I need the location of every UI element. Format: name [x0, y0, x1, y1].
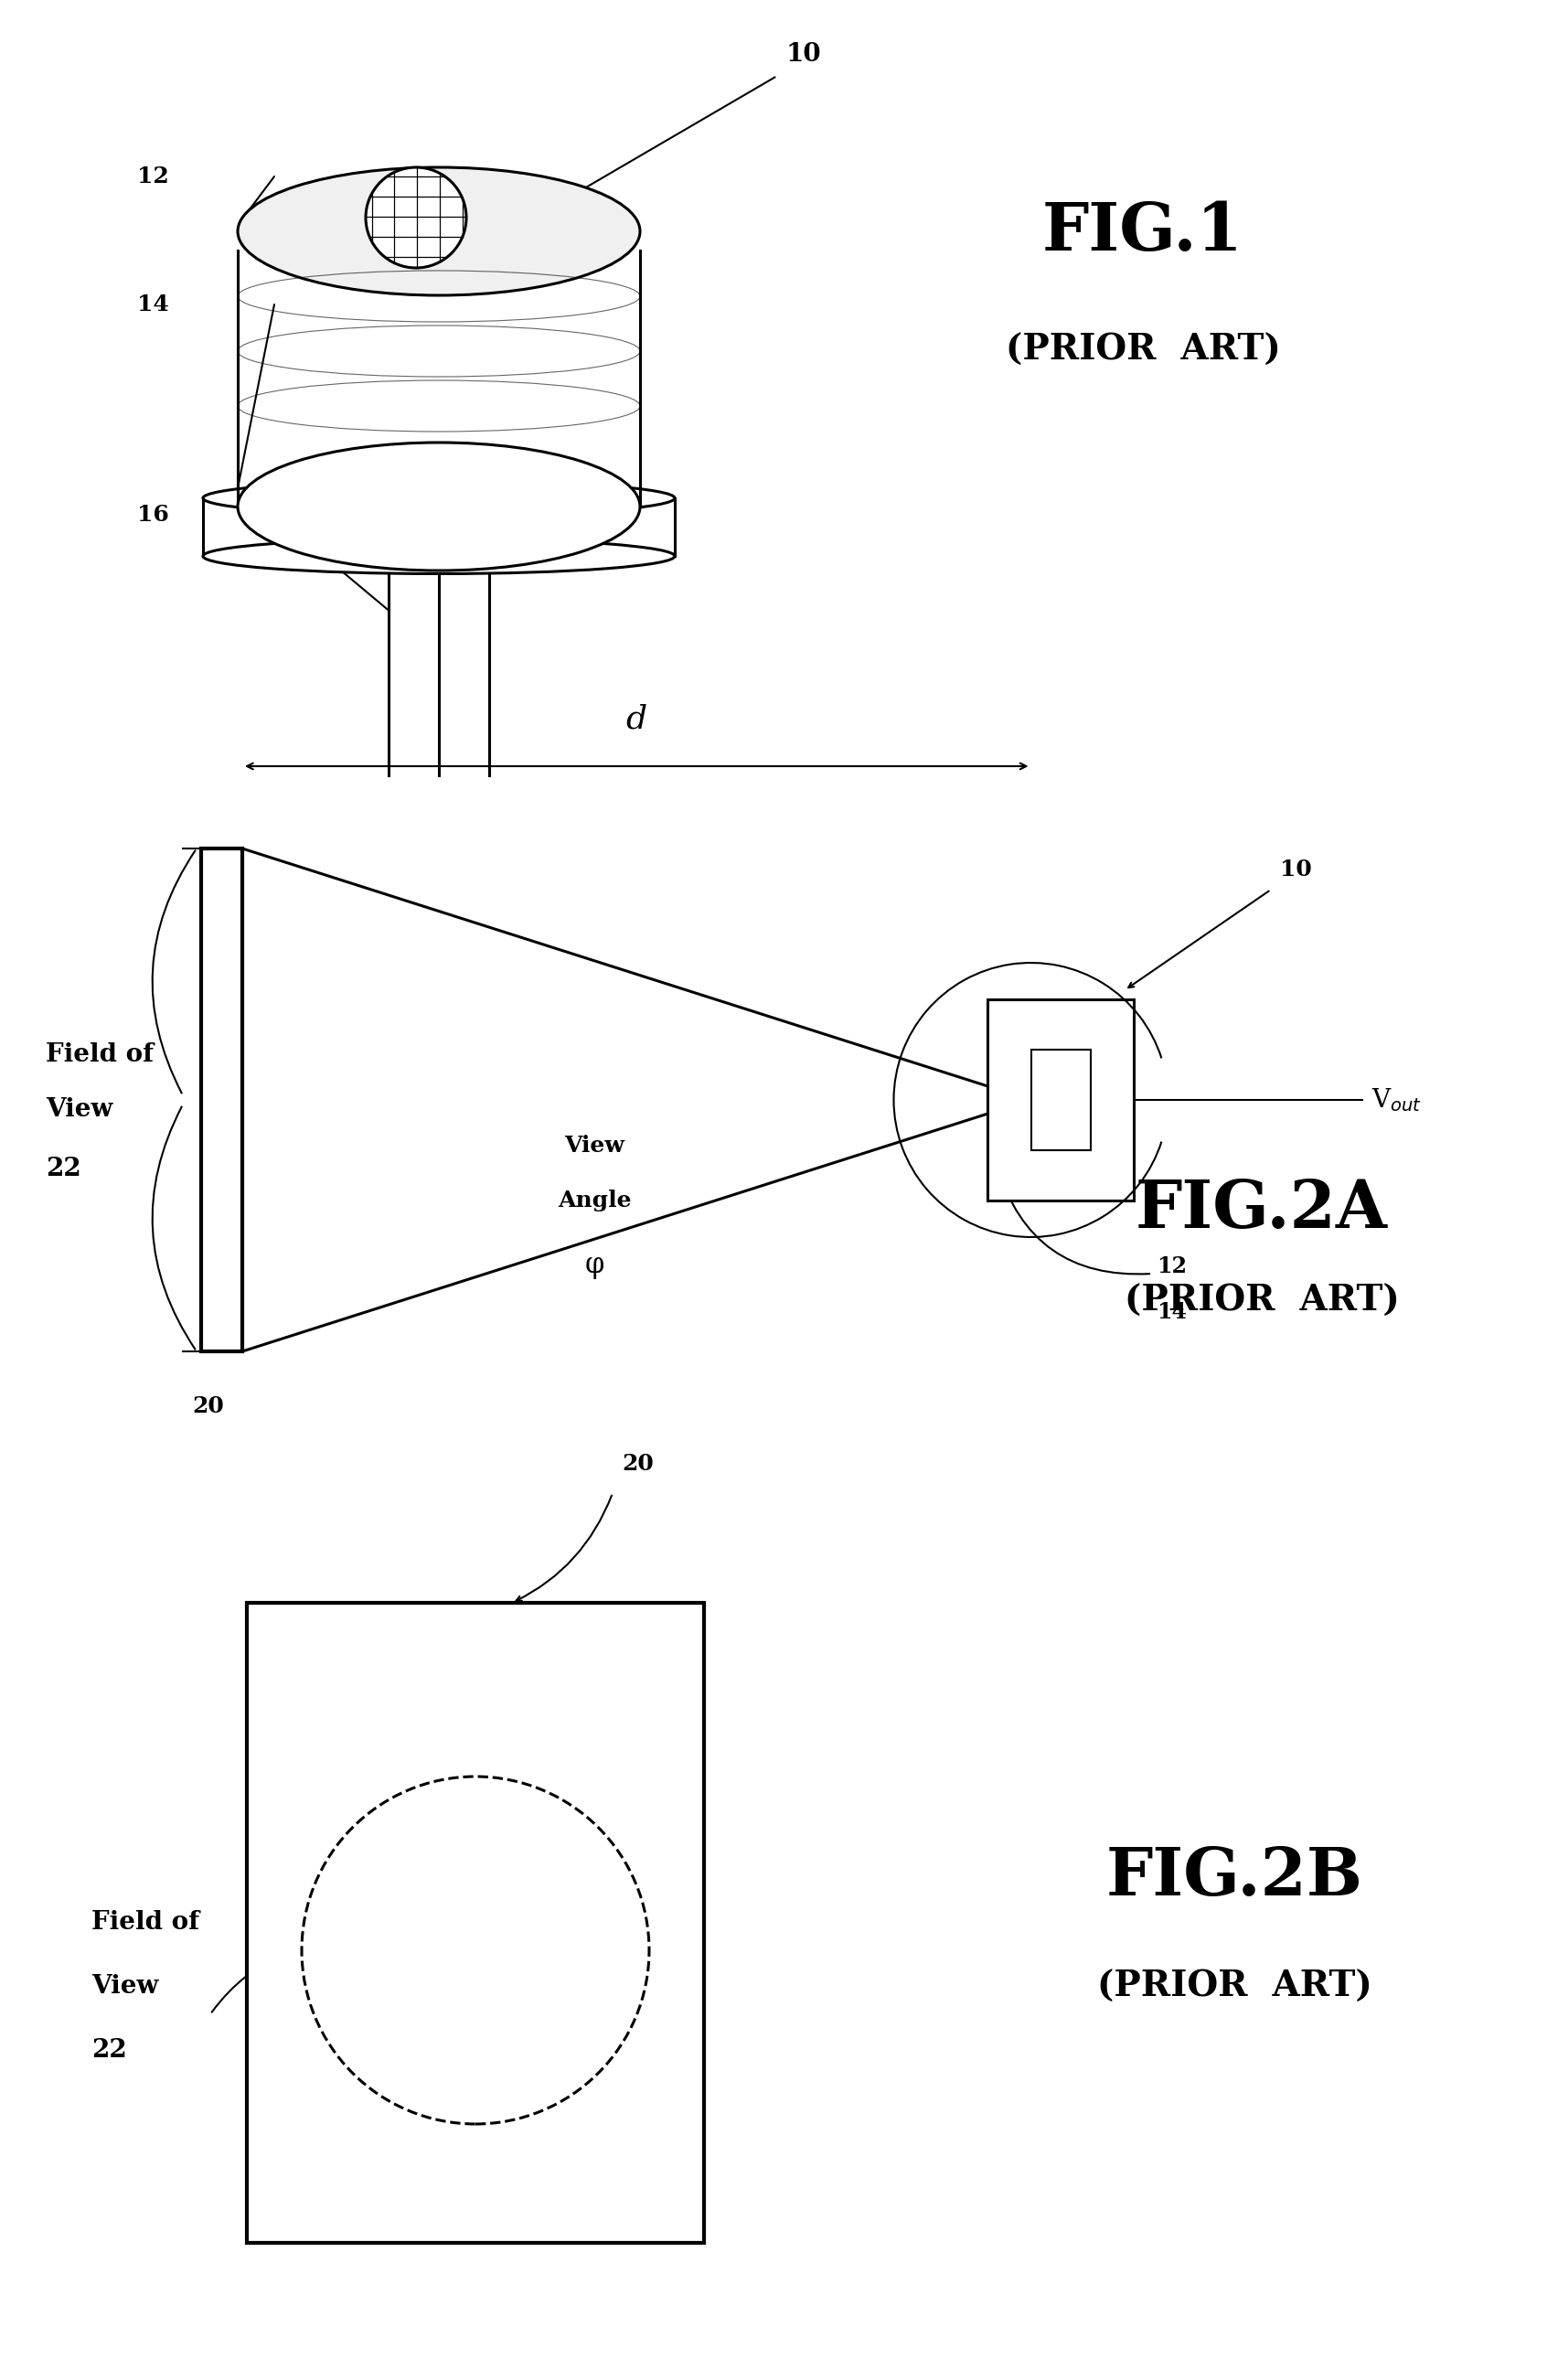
Bar — [987, 1000, 1134, 1200]
Text: d: d — [627, 702, 647, 733]
Text: Field of: Field of — [46, 1042, 153, 1066]
Circle shape — [365, 167, 466, 269]
Text: 14: 14 — [1157, 1302, 1187, 1323]
Text: View: View — [565, 1135, 625, 1157]
Text: 20: 20 — [622, 1452, 653, 1476]
Text: 20: 20 — [192, 1395, 224, 1416]
Text: FIG.2A: FIG.2A — [1135, 1178, 1388, 1242]
Text: (PRIOR  ART): (PRIOR ART) — [1097, 1971, 1372, 2004]
Text: View: View — [46, 1097, 113, 1121]
Ellipse shape — [203, 538, 674, 574]
Ellipse shape — [238, 443, 640, 571]
Ellipse shape — [238, 167, 640, 295]
Text: 14: 14 — [138, 293, 169, 317]
Bar — [1030, 1050, 1091, 1150]
Ellipse shape — [203, 481, 674, 516]
Text: Angle: Angle — [557, 1190, 631, 1211]
Text: (PRIOR  ART): (PRIOR ART) — [1125, 1283, 1400, 1319]
Text: FIG.1: FIG.1 — [1043, 200, 1244, 264]
Text: 22: 22 — [46, 1157, 80, 1180]
Text: V$_{out}$: V$_{out}$ — [1372, 1085, 1422, 1114]
Text: Field of: Field of — [91, 1911, 200, 1935]
Text: φ: φ — [585, 1250, 603, 1278]
Text: 12: 12 — [1157, 1254, 1187, 1278]
Text: 10: 10 — [1279, 859, 1312, 881]
Text: 22: 22 — [91, 2040, 127, 2063]
Text: FIG.2B: FIG.2B — [1106, 1844, 1363, 1909]
Text: View: View — [91, 1975, 158, 1999]
Text: 12: 12 — [138, 167, 169, 188]
Text: 16: 16 — [138, 505, 169, 526]
Text: (PRIOR  ART): (PRIOR ART) — [1006, 333, 1281, 367]
Bar — [248, 1602, 704, 2242]
Bar — [201, 850, 243, 1352]
Text: 10: 10 — [786, 43, 821, 67]
